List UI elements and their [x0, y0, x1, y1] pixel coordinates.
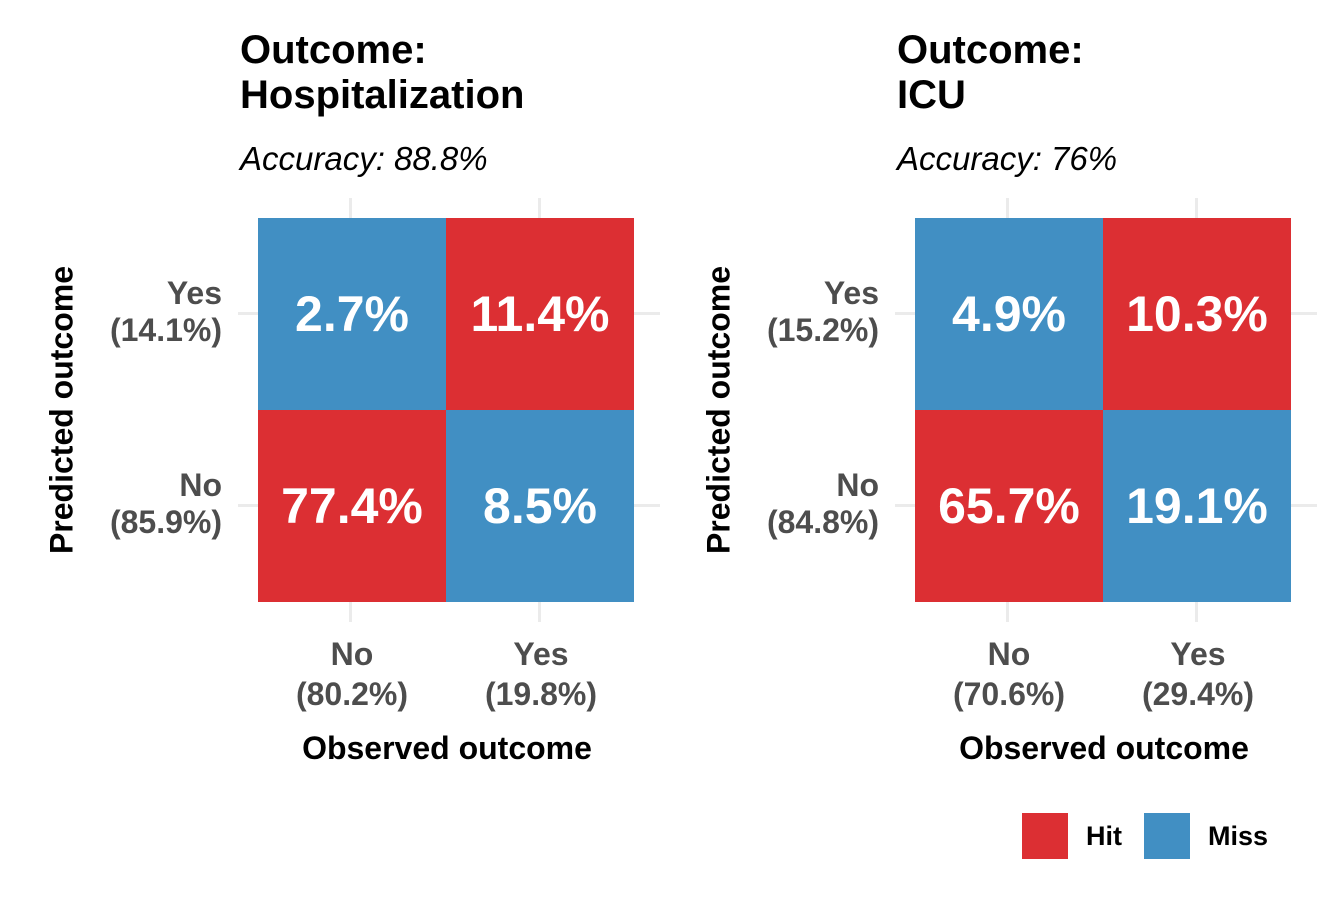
chart-title: Outcome: Hospitalization [240, 28, 525, 117]
heatmap-cell: 65.7% [915, 410, 1103, 602]
chart-panel-hospitalization: Outcome: Hospitalization Accuracy: 88.8%… [0, 0, 660, 800]
x-axis-label: Observed outcome [959, 730, 1249, 766]
chart-panel-icu: Outcome: ICU Accuracy: 76% Predicted out… [657, 0, 1317, 800]
heatmap-cell: 8.5% [446, 410, 634, 602]
heatmap-cell: 11.4% [446, 218, 634, 410]
legend-label-miss: Miss [1208, 820, 1269, 851]
legend-label-hit: Hit [1086, 820, 1122, 851]
x-tick-label: Yes (19.8%) [484, 636, 598, 712]
plot-area: 4.9% 10.3% 65.7% 19.1% [895, 198, 1317, 622]
heatmap-cell: 19.1% [1103, 410, 1291, 602]
chart-subtitle: Accuracy: 88.8% [240, 140, 488, 177]
x-tick-label: No (70.6%) [952, 636, 1066, 712]
chart-title: Outcome: ICU [897, 28, 1084, 117]
chart-subtitle: Accuracy: 76% [897, 140, 1118, 177]
heatmap-cell: 2.7% [258, 218, 446, 410]
y-tick-label: No (84.8%) [766, 467, 879, 540]
legend-key-hit [1022, 813, 1068, 859]
legend: Hit Miss [1022, 813, 1290, 859]
heatmap-cell: 10.3% [1103, 218, 1291, 410]
y-tick-label: Yes (14.1%) [109, 275, 222, 348]
y-tick-label: No (85.9%) [109, 467, 222, 540]
heatmap-cell: 77.4% [258, 410, 446, 602]
y-tick-label: Yes (15.2%) [766, 275, 879, 348]
heatmap-cell: 4.9% [915, 218, 1103, 410]
legend-key-miss [1144, 813, 1190, 859]
x-tick-label: No (80.2%) [295, 636, 409, 712]
x-axis-label: Observed outcome [302, 730, 592, 766]
plot-area: 2.7% 11.4% 77.4% 8.5% [238, 198, 660, 622]
x-tick-label: Yes (29.4%) [1141, 636, 1255, 712]
